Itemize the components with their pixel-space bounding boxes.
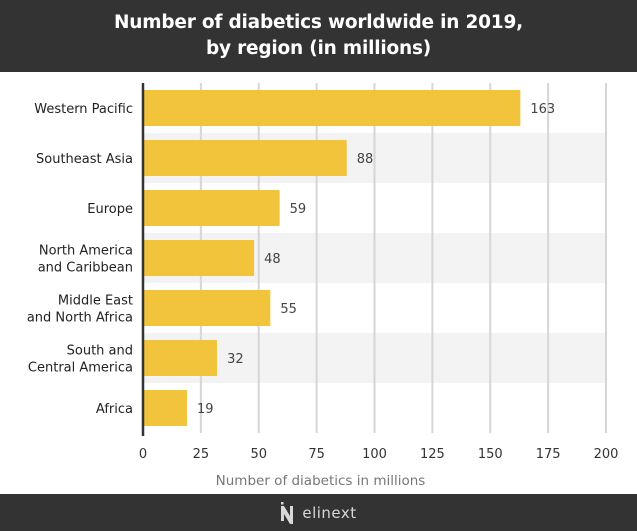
- bar: [143, 190, 280, 226]
- chart-title-line-1: Number of diabetics worldwide in 2019,: [114, 12, 523, 33]
- data-label: 55: [280, 302, 297, 317]
- elinext-logo-icon: [281, 501, 294, 524]
- bar: [143, 340, 218, 376]
- category-label: South and Central America: [28, 344, 133, 376]
- category-label-line: and Caribbean: [38, 261, 133, 276]
- x-tick-label: 25: [193, 447, 210, 462]
- bar: [143, 290, 271, 326]
- category-label-line: Central America: [28, 361, 133, 376]
- category-label-line: Western Pacific: [34, 102, 133, 117]
- category-label: Western Pacific: [34, 102, 133, 117]
- bar: [143, 240, 255, 276]
- x-tick-label: 175: [536, 447, 561, 462]
- data-label: 88: [357, 152, 374, 167]
- data-label: 19: [197, 402, 214, 417]
- x-tick-label: 200: [594, 447, 619, 462]
- category-label-line: and North Africa: [27, 311, 133, 326]
- footer-bar: elinext: [0, 494, 637, 531]
- x-tick-label: 75: [308, 447, 325, 462]
- bar: [143, 140, 347, 176]
- x-tick-label: 50: [250, 447, 267, 462]
- chart-header: Number of diabetics worldwide in 2019, b…: [0, 0, 637, 72]
- data-label: 163: [530, 102, 555, 117]
- x-axis-label: Number of diabetics in millions: [216, 473, 426, 489]
- category-label-line: Southeast Asia: [36, 152, 133, 167]
- category-label-line: Europe: [87, 202, 133, 217]
- category-label-line: Africa: [96, 402, 133, 417]
- bar: [143, 390, 187, 426]
- x-tick-labels: 0 25 50 75 100 125 150 175 200: [139, 447, 619, 462]
- x-tick-label: 150: [478, 447, 503, 462]
- bars: [143, 90, 521, 426]
- x-tick-label: 100: [362, 447, 387, 462]
- category-label: Africa: [96, 402, 133, 417]
- bar: [143, 90, 521, 126]
- category-label: Europe: [87, 202, 133, 217]
- category-labels: Western Pacific Southeast Asia Europe North…: [27, 102, 133, 417]
- category-label: North America and Caribbean: [38, 244, 133, 276]
- data-label: 59: [290, 202, 307, 217]
- data-label: 32: [227, 352, 244, 367]
- category-label: Southeast Asia: [36, 152, 133, 167]
- bar-chart: 163 88 59 48 55 32 19 Western Pacific Southeast…: [27, 83, 619, 489]
- category-label-line: North America: [39, 244, 133, 259]
- x-tick-label: 0: [139, 447, 147, 462]
- category-label: Middle East and North Africa: [27, 294, 133, 326]
- category-label-line: South and: [67, 344, 133, 359]
- data-labels: 163 88 59 48 55 32 19: [197, 102, 555, 417]
- footer-brand: elinext: [302, 503, 357, 522]
- chart-title-line-2: by region (in millions): [205, 38, 432, 59]
- data-label: 48: [264, 252, 281, 267]
- x-tick-label: 125: [420, 447, 445, 462]
- category-label-line: Middle East: [58, 294, 133, 309]
